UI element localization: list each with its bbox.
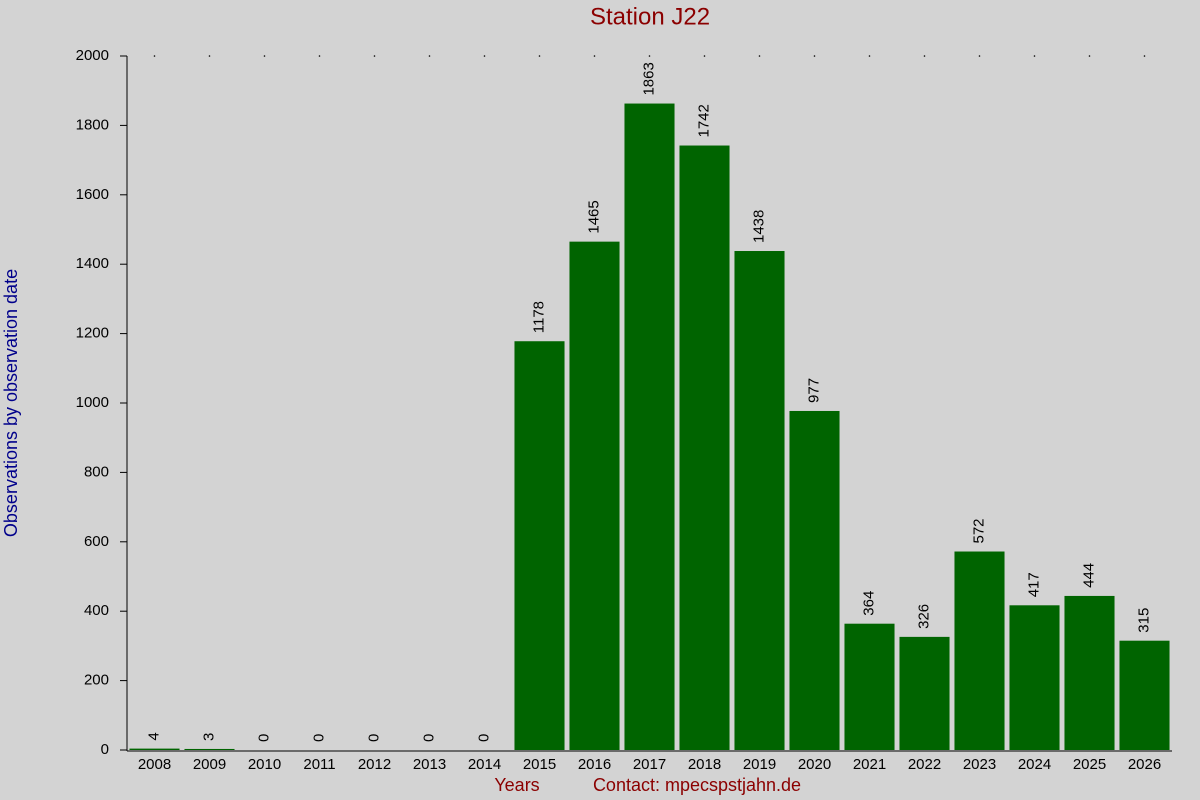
top-dot	[593, 55, 596, 57]
y-tick-label: 800	[84, 463, 109, 480]
bar	[844, 623, 895, 750]
top-dot	[153, 55, 156, 57]
y-tick-label: 1400	[76, 255, 109, 272]
bar	[1009, 605, 1060, 750]
y-tick-label: 0	[101, 741, 109, 758]
y-tick-label: 200	[84, 672, 109, 689]
bar	[129, 748, 180, 750]
data-label: 1438	[750, 210, 767, 243]
data-label: 0	[365, 734, 382, 742]
x-tick-label: 2017	[633, 756, 666, 773]
y-tick-label: 1000	[76, 394, 109, 411]
top-dot	[483, 55, 486, 57]
bar	[679, 145, 730, 750]
bar	[569, 241, 620, 750]
data-label: 0	[475, 734, 492, 742]
data-label: 4	[145, 732, 162, 740]
x-tick-label: 2015	[523, 756, 556, 773]
x-tick-label: 2021	[853, 756, 886, 773]
top-dot	[1143, 55, 1146, 57]
top-dot	[263, 55, 266, 57]
x-tick-label: 2026	[1128, 756, 1161, 773]
x-tick-label: 2023	[963, 756, 996, 773]
data-label: 1742	[695, 104, 712, 137]
top-dot	[538, 55, 541, 57]
x-tick-label: 2024	[1018, 756, 1051, 773]
x-tick-label: 2025	[1073, 756, 1106, 773]
y-tick-label: 600	[84, 533, 109, 550]
bar	[1064, 595, 1115, 750]
top-dot	[648, 55, 651, 57]
bar	[899, 636, 950, 750]
x-tick-label: 2012	[358, 756, 391, 773]
x-tick-label: 2020	[798, 756, 831, 773]
x-tick-label: 2010	[248, 756, 281, 773]
y-tick-label: 1800	[76, 116, 109, 133]
top-dot	[428, 55, 431, 57]
x-tick-label: 2014	[468, 756, 501, 773]
data-label: 1465	[585, 200, 602, 233]
bar	[624, 103, 675, 750]
x-tick-label: 2016	[578, 756, 611, 773]
y-tick-label: 2000	[76, 47, 109, 64]
data-label: 0	[255, 734, 272, 742]
y-axis-label: Observations by observation date	[1, 269, 21, 537]
data-label: 444	[1080, 563, 1097, 588]
data-label: 1863	[640, 62, 657, 95]
top-dot	[923, 55, 926, 57]
data-label: 572	[970, 518, 987, 543]
chart-title: Station J22	[590, 3, 710, 30]
x-tick-label: 2019	[743, 756, 776, 773]
top-dot	[1033, 55, 1036, 57]
y-tick-label: 400	[84, 602, 109, 619]
data-label: 417	[1025, 572, 1042, 597]
x-tick-label: 2022	[908, 756, 941, 773]
data-label: 315	[1135, 608, 1152, 633]
x-axis-label: Years	[494, 775, 539, 795]
top-dot	[208, 55, 211, 57]
data-label: 364	[860, 591, 877, 616]
top-dot	[1088, 55, 1091, 57]
top-dot	[978, 55, 981, 57]
x-tick-label: 2009	[193, 756, 226, 773]
data-label: 0	[310, 734, 327, 742]
top-dot	[373, 55, 376, 57]
x-tick-label: 2008	[138, 756, 171, 773]
contact-note: Contact: mpecspstjahn.de	[593, 775, 801, 795]
bar	[954, 551, 1005, 750]
x-tick-label: 2013	[413, 756, 446, 773]
top-dot	[758, 55, 761, 57]
y-tick-label: 1200	[76, 325, 109, 342]
bar	[184, 748, 235, 750]
bar	[1119, 640, 1170, 750]
bar	[734, 251, 785, 750]
top-dot	[813, 55, 816, 57]
top-dot	[318, 55, 321, 57]
x-tick-label: 2011	[303, 756, 335, 773]
x-tick-label: 2018	[688, 756, 721, 773]
top-dot	[868, 55, 871, 57]
y-tick-label: 1600	[76, 186, 109, 203]
bar	[514, 341, 565, 750]
data-label: 1178	[530, 301, 547, 333]
data-label: 977	[805, 378, 822, 403]
data-label: 326	[915, 604, 932, 629]
data-label: 3	[200, 733, 217, 741]
bar	[789, 410, 840, 750]
top-dot	[703, 55, 706, 57]
data-label: 0	[420, 734, 437, 742]
